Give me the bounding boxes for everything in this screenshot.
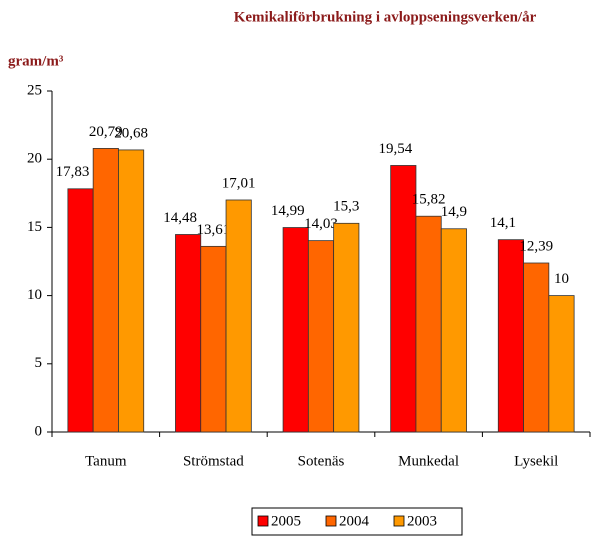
legend-swatch	[393, 515, 405, 527]
x-tick-label: Strömstad	[183, 453, 244, 469]
y-tick-label: 20	[27, 151, 42, 167]
bar	[523, 262, 550, 433]
bar	[282, 227, 309, 433]
legend-box	[251, 507, 463, 536]
bar	[200, 245, 227, 433]
y-tick-label: 0	[35, 423, 43, 439]
value-label: 14,03	[304, 216, 338, 232]
legend-swatch	[257, 515, 269, 527]
legend-label: 2005	[271, 513, 301, 529]
value-label: 15,82	[412, 192, 446, 208]
bar	[333, 222, 360, 433]
y-tick-label: 5	[35, 355, 43, 371]
bar	[92, 148, 119, 433]
bar	[225, 199, 252, 433]
value-label: 14,48	[163, 210, 197, 226]
legend-label: 2004	[339, 513, 370, 529]
y-tick-label: 15	[27, 219, 42, 235]
value-label: 17,83	[56, 164, 90, 180]
chart-title: Kemikaliförbrukning i avloppseningsverke…	[234, 9, 537, 25]
y-tick-label: 10	[27, 287, 42, 303]
legend-label: 2003	[407, 513, 437, 529]
bar	[497, 239, 524, 433]
bar	[415, 215, 442, 433]
value-label: 14,99	[271, 203, 305, 219]
value-label: 15,3	[333, 199, 359, 215]
bar	[440, 228, 467, 433]
legend-swatch	[325, 515, 337, 527]
value-label: 14,9	[441, 204, 467, 220]
x-tick-label: Lysekil	[514, 453, 558, 469]
bar	[67, 188, 94, 433]
bar	[548, 295, 575, 433]
value-label: 13,61	[197, 222, 231, 238]
value-label: 20,79	[89, 124, 123, 140]
x-tick-label: Tanum	[85, 453, 127, 469]
value-label: 17,01	[222, 175, 256, 191]
bar	[118, 149, 145, 433]
value-label: 14,1	[490, 215, 516, 231]
bar	[175, 234, 202, 433]
y-tick-label: 25	[27, 82, 42, 98]
value-label: 10	[554, 271, 569, 287]
x-tick-label: Munkedal	[398, 453, 459, 469]
value-label: 19,54	[378, 141, 412, 157]
x-tick-label: Sotenäs	[298, 453, 345, 469]
bar	[390, 165, 417, 433]
bar	[307, 240, 335, 433]
value-label: 12,39	[519, 238, 553, 254]
value-label: 20,68	[114, 125, 148, 141]
y-axis-label: gram/m³	[8, 53, 64, 69]
